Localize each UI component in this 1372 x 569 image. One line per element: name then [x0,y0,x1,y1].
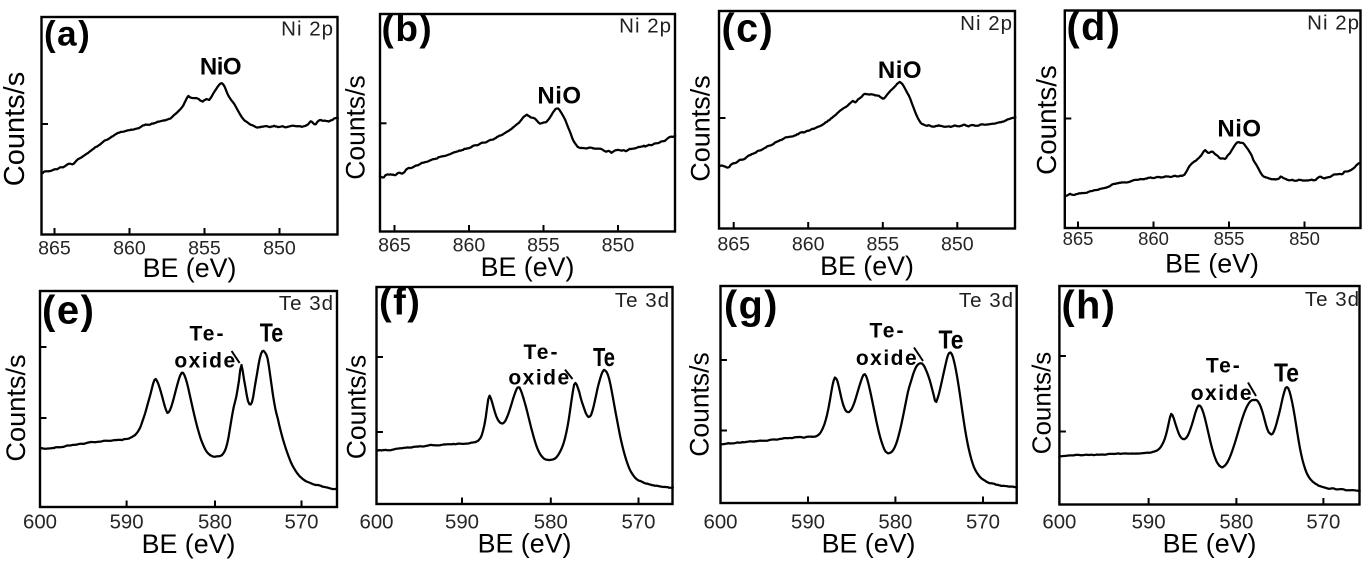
svg-text:Te 3d: Te 3d [959,289,1014,312]
svg-text:Counts/s: Counts/s [1031,65,1062,175]
svg-text:Ni 2p: Ni 2p [619,15,672,38]
svg-text:570: 570 [621,511,655,533]
svg-text:860: 860 [113,237,146,259]
svg-text:(f): (f) [379,282,421,324]
svg-text:oxide: oxide [1191,382,1253,405]
svg-text:Counts/s: Counts/s [0,72,31,186]
svg-text:Te-: Te- [870,319,906,342]
svg-text:Counts/s: Counts/s [0,354,31,461]
svg-text:BE (eV): BE (eV) [1165,249,1259,279]
svg-text:oxide: oxide [508,366,570,389]
svg-text:860: 860 [453,235,486,257]
svg-text:NiO: NiO [878,57,922,84]
svg-text:NiO: NiO [1217,115,1261,142]
svg-text:Counts/s: Counts/s [341,75,371,180]
svg-text:Te 3d: Te 3d [279,292,334,315]
svg-text:Counts/s: Counts/s [1026,352,1056,455]
svg-text:580: 580 [878,511,912,533]
svg-text:Te: Te [939,325,964,355]
svg-text:600: 600 [359,511,393,533]
svg-text:600: 600 [703,511,737,533]
svg-text:BE (eV): BE (eV) [143,253,237,283]
svg-text:(d): (d) [1067,5,1122,49]
svg-text:590: 590 [445,511,479,533]
svg-text:BE (eV): BE (eV) [1163,529,1257,559]
svg-text:oxide: oxide [174,349,236,372]
svg-text:Te-: Te- [524,341,560,364]
svg-text:(b): (b) [382,8,434,49]
svg-text:855: 855 [188,237,221,259]
svg-text:Te: Te [593,342,615,372]
svg-text:Ni 2p: Ni 2p [960,12,1013,35]
svg-text:oxide: oxide [856,347,918,370]
svg-text:Te: Te [1274,358,1299,388]
svg-text:Te: Te [260,318,284,348]
svg-text:(e): (e) [42,289,95,333]
svg-text:(a): (a) [44,15,91,54]
svg-text:865: 865 [717,233,750,255]
svg-text:BE (eV): BE (eV) [142,529,236,559]
svg-text:850: 850 [941,233,974,255]
svg-text:600: 600 [23,511,57,533]
svg-text:590: 590 [791,511,825,533]
svg-text:865: 865 [1063,228,1094,249]
svg-text:Te-: Te- [190,322,226,345]
svg-text:580: 580 [534,511,568,533]
svg-text:Counts/s: Counts/s [686,75,716,182]
svg-text:NiO: NiO [200,53,241,80]
svg-text:865: 865 [38,237,71,259]
svg-text:580: 580 [198,511,232,533]
svg-text:570: 570 [966,511,1000,533]
svg-text:Counts/s: Counts/s [342,355,372,460]
svg-text:BE (eV): BE (eV) [822,529,916,559]
svg-text:(h): (h) [1062,283,1117,327]
svg-text:(c): (c) [722,6,775,50]
svg-text:Ni 2p: Ni 2p [1307,12,1360,35]
svg-text:865: 865 [378,235,411,257]
svg-text:855: 855 [866,233,899,255]
svg-text:BE (eV): BE (eV) [478,529,572,559]
svg-text:Te 3d: Te 3d [1305,288,1360,311]
svg-text:570: 570 [1306,511,1340,533]
svg-text:570: 570 [284,511,318,533]
svg-text:590: 590 [1132,511,1166,533]
svg-text:(g): (g) [724,283,779,327]
svg-text:855: 855 [1214,228,1245,249]
svg-text:850: 850 [263,237,296,259]
svg-text:855: 855 [527,235,560,257]
svg-text:580: 580 [1219,511,1253,533]
svg-text:BE (eV): BE (eV) [481,252,575,282]
svg-text:850: 850 [602,235,635,257]
svg-text:Te 3d: Te 3d [615,289,670,312]
svg-text:BE (eV): BE (eV) [820,251,914,281]
svg-text:NiO: NiO [537,82,581,109]
svg-text:Ni 2p: Ni 2p [281,18,334,41]
svg-text:860: 860 [1138,228,1169,249]
svg-text:Counts/s: Counts/s [685,352,715,457]
svg-text:850: 850 [1289,228,1320,249]
svg-text:860: 860 [792,233,825,255]
svg-text:590: 590 [110,511,144,533]
svg-text:Te-: Te- [1206,354,1242,377]
svg-text:600: 600 [1042,511,1076,533]
